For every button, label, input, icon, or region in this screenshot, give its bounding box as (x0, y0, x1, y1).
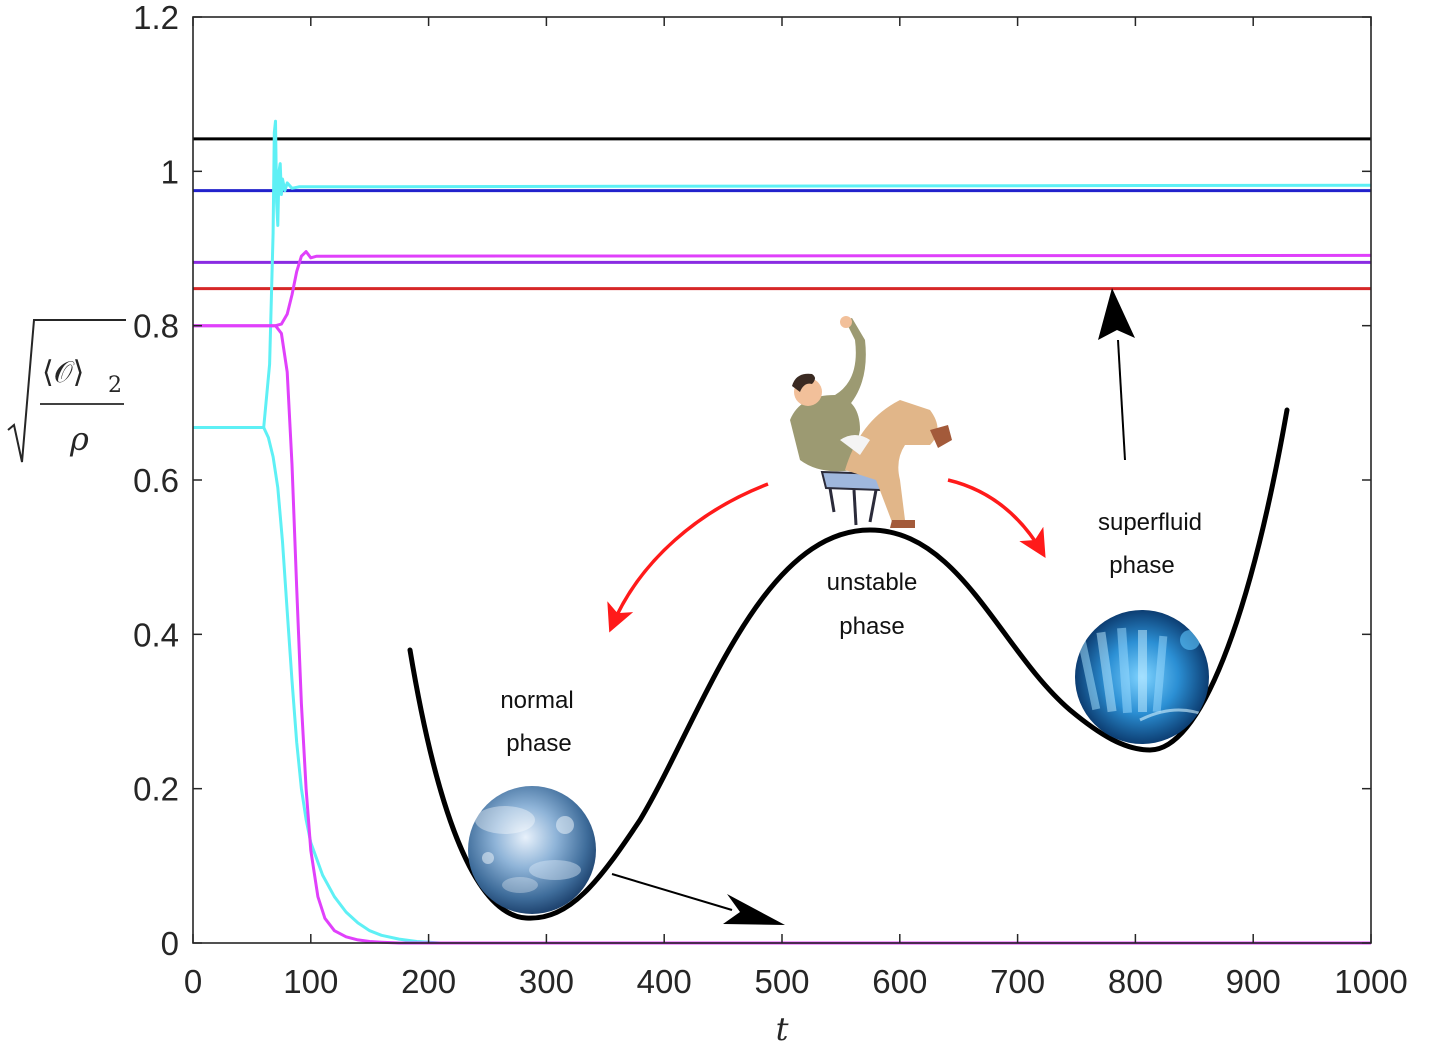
x-axis-label: t (776, 1010, 789, 1047)
y-tick-label: 0.8 (133, 308, 179, 345)
x-tick-label: 0 (184, 963, 202, 1000)
y-label-subscript: 2 (108, 373, 122, 398)
series-line-4 (193, 119, 1372, 429)
y-tick-label: 1 (161, 153, 179, 190)
x-tick-label: 400 (637, 963, 692, 1000)
axes-box (192, 16, 1372, 944)
x-tick-label: 100 (283, 963, 338, 1000)
annotation-superfluid-phase-1: superfluid (1098, 509, 1202, 536)
tick-layer: 0 100 200 300 400 500 600 700 800 900 1000 0 0.2 0.4 0… (133, 0, 1408, 1000)
x-tick-label: 300 (519, 963, 574, 1000)
potential-curve (407, 407, 1290, 921)
x-tick-label: 500 (754, 963, 809, 1000)
red-arrow-left (607, 482, 769, 633)
y-label-denominator: ρ (69, 420, 89, 458)
annotation-unstable-phase-1: unstable (827, 569, 918, 596)
y-tick-label: 0 (161, 925, 179, 962)
annotation-unstable-phase-2: phase (839, 613, 904, 640)
annotation-normal-phase-2: phase (506, 730, 571, 757)
red-arrow-right (947, 478, 1046, 559)
y-label-numerator: ⟨𝒪⟩ (42, 355, 84, 390)
superfluid-phase-image (1075, 610, 1209, 744)
annotation-superfluid-phase-2: phase (1109, 552, 1174, 579)
y-tick-label: 0.2 (133, 771, 179, 808)
sqrt-sign (7, 319, 126, 463)
annotation-normal-phase-1: normal (500, 687, 573, 714)
y-axis-label: ⟨𝒪⟩ 2 ρ (7, 319, 126, 463)
falling-person-illustration (790, 316, 952, 528)
y-tick-label: 0.4 (133, 616, 179, 653)
normal-phase-image (468, 786, 596, 914)
black-arrow-up (1098, 288, 1135, 461)
series-layer (193, 119, 1372, 945)
y-tick-label: 0.6 (133, 462, 179, 499)
x-tick-label: 200 (401, 963, 456, 1000)
series-line-6 (193, 250, 1372, 328)
black-arrow-down-right (611, 873, 785, 925)
x-tick-label: 900 (1226, 963, 1281, 1000)
x-tick-label: 600 (872, 963, 927, 1000)
y-tick-label: 1.2 (133, 0, 179, 36)
x-tick-label: 1000 (1334, 963, 1407, 1000)
x-tick-label: 800 (1108, 963, 1163, 1000)
x-tick-label: 700 (990, 963, 1045, 1000)
potential-illustration: normal phase unstable phase superfluid p… (407, 288, 1290, 925)
series-line-7 (193, 324, 1371, 945)
